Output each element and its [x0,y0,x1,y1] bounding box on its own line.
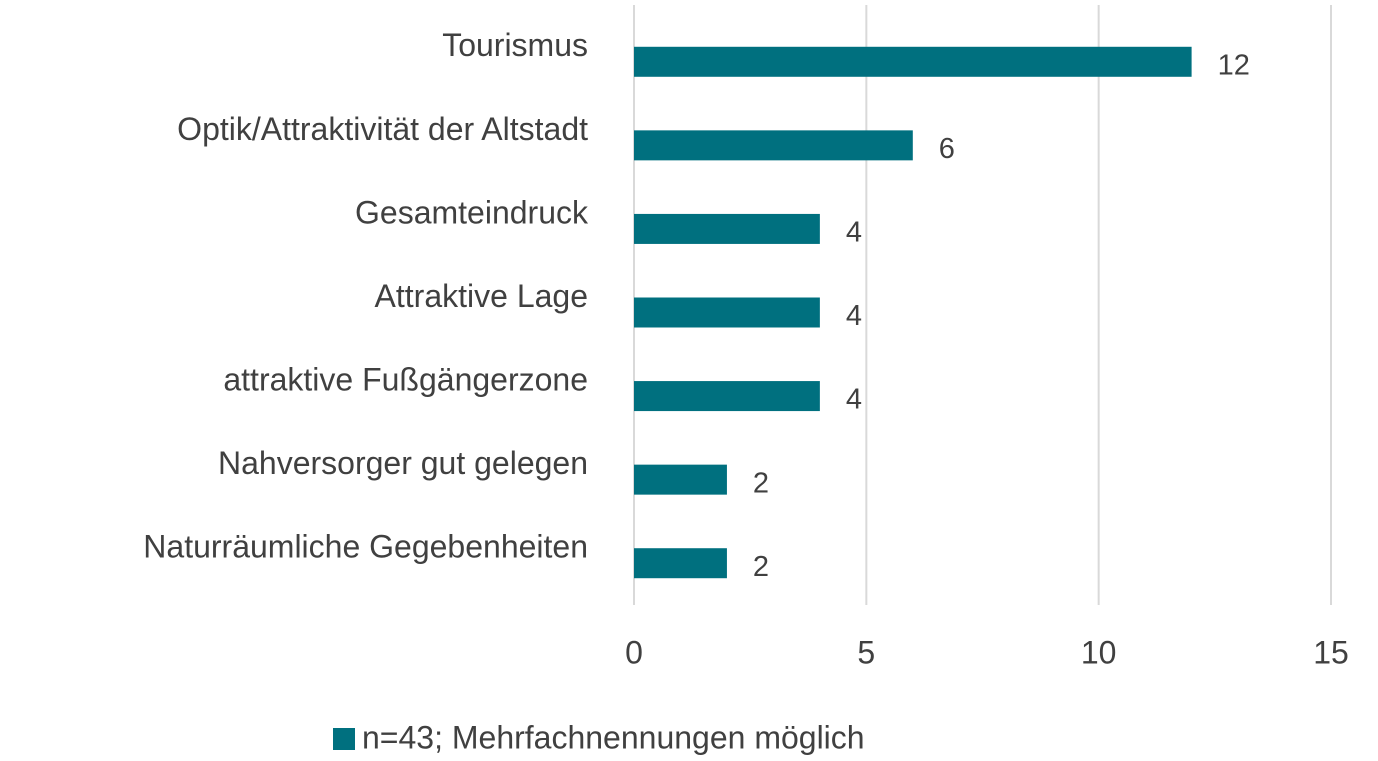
legend-label: n=43; Mehrfachnennungen möglich [362,719,865,755]
x-tick-label: 0 [625,634,643,670]
y-tick-label: Gesamteindruck [355,194,589,230]
data-label: 4 [846,217,862,249]
y-tick-label: Attraktive Lage [375,278,588,314]
x-tick-label: 15 [1313,634,1349,670]
data-label: 4 [846,384,862,416]
bar [634,548,727,579]
data-label: 12 [1218,49,1250,81]
bar [634,46,1192,77]
data-label: 6 [939,133,955,165]
y-tick-label: Nahversorger gut gelegen [218,445,588,481]
y-tick-label: Tourismus [442,27,588,63]
data-label: 2 [753,467,769,499]
bar [634,381,820,412]
y-tick-label: attraktive Fußgängerzone [223,362,588,398]
y-tick-label: Optik/Attraktivität der Altstadt [177,111,588,147]
bar [634,297,820,328]
y-tick-label: Naturräumliche Gegebenheiten [143,529,588,565]
bar [634,213,820,244]
x-tick-label: 10 [1081,634,1117,670]
bar [634,464,727,495]
x-tick-label: 5 [857,634,875,670]
bar [634,130,913,161]
data-label: 2 [753,551,769,583]
legend-swatch [333,728,355,750]
data-label: 4 [846,300,862,332]
